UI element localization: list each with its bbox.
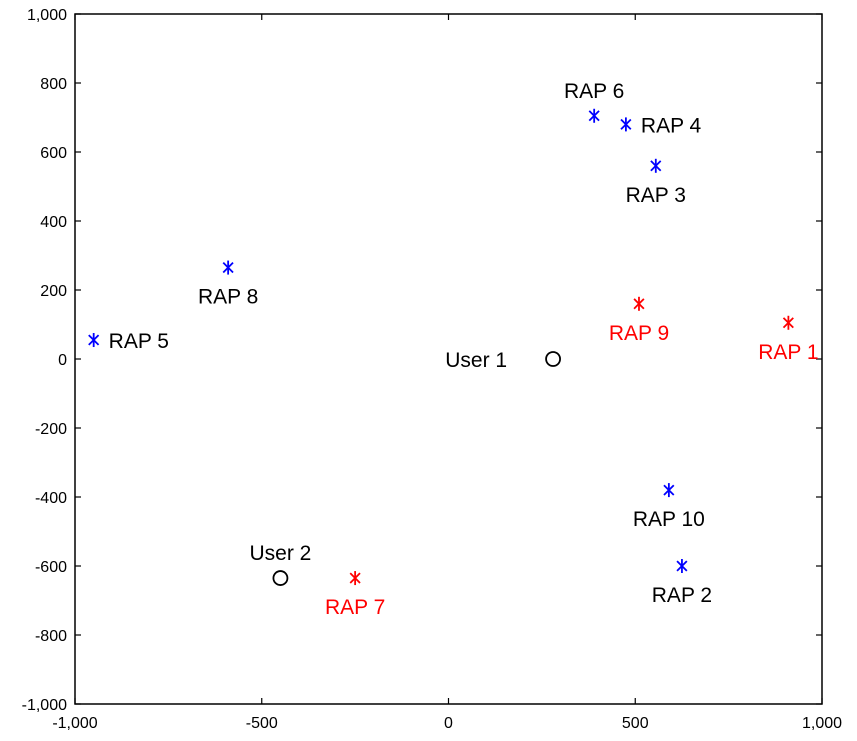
x-tick-label: -1,000 xyxy=(52,715,97,732)
rap-7-label: RAP 7 xyxy=(325,596,385,619)
rap-10-asterisk-marker xyxy=(663,483,675,498)
user-1-label: User 1 xyxy=(445,349,507,372)
y-tick-label: -400 xyxy=(35,490,67,507)
y-tick-label: 200 xyxy=(40,283,67,300)
y-tick-label: -1,000 xyxy=(22,697,67,714)
y-tick-label: 0 xyxy=(58,352,67,369)
x-tick-label: -500 xyxy=(246,715,278,732)
rap-1-asterisk-marker xyxy=(782,315,794,330)
y-tick-label: 600 xyxy=(40,145,67,162)
y-tick-label: 1,000 xyxy=(27,7,67,24)
rap-5-asterisk-marker xyxy=(88,333,100,348)
rap-8-asterisk-marker xyxy=(222,260,234,275)
data-labels: RAP 1 RAP 2 RAP 3 RAP 4 RAP 5 RAP 6 RAP 7 RAP 8… xyxy=(109,80,819,619)
data-markers xyxy=(88,108,794,586)
rap-3-asterisk-marker xyxy=(650,158,662,173)
x-tick-label: 1,000 xyxy=(802,715,842,732)
rap-10-label: RAP 10 xyxy=(633,508,705,531)
rap-9-asterisk-marker xyxy=(633,296,645,311)
rap-5-label: RAP 5 xyxy=(109,330,169,353)
rap-9-label: RAP 9 xyxy=(609,322,669,345)
rap-2-asterisk-marker xyxy=(676,559,688,573)
rap-1-label: RAP 1 xyxy=(758,341,818,364)
rap-2-label: RAP 2 xyxy=(652,584,712,607)
y-tick-label: -200 xyxy=(35,421,67,438)
rap-4-asterisk-marker xyxy=(620,117,632,132)
rap-6-asterisk-marker xyxy=(588,108,600,123)
rap-3-label: RAP 3 xyxy=(626,184,686,207)
y-tick-label: -600 xyxy=(35,559,67,576)
user-2-label: User 2 xyxy=(249,542,311,565)
rap-8-label: RAP 8 xyxy=(198,286,258,309)
rap-4-label: RAP 4 xyxy=(641,114,702,137)
user-2-circle-marker xyxy=(272,570,289,586)
x-tick-label: 0 xyxy=(444,715,453,732)
rap-7-asterisk-marker xyxy=(349,571,361,586)
axis-tick-labels: -1,000 -500 0 500 1,000 -1,000 -800 -600 -400 -20… xyxy=(22,7,842,732)
axis-ticks xyxy=(74,13,823,705)
x-tick-label: 500 xyxy=(622,715,649,732)
y-tick-label: 800 xyxy=(40,76,67,93)
user-1-circle-marker xyxy=(545,351,561,367)
y-tick-label: -800 xyxy=(35,628,67,645)
y-tick-label: 400 xyxy=(40,214,67,231)
rap-6-label: RAP 6 xyxy=(564,80,624,103)
